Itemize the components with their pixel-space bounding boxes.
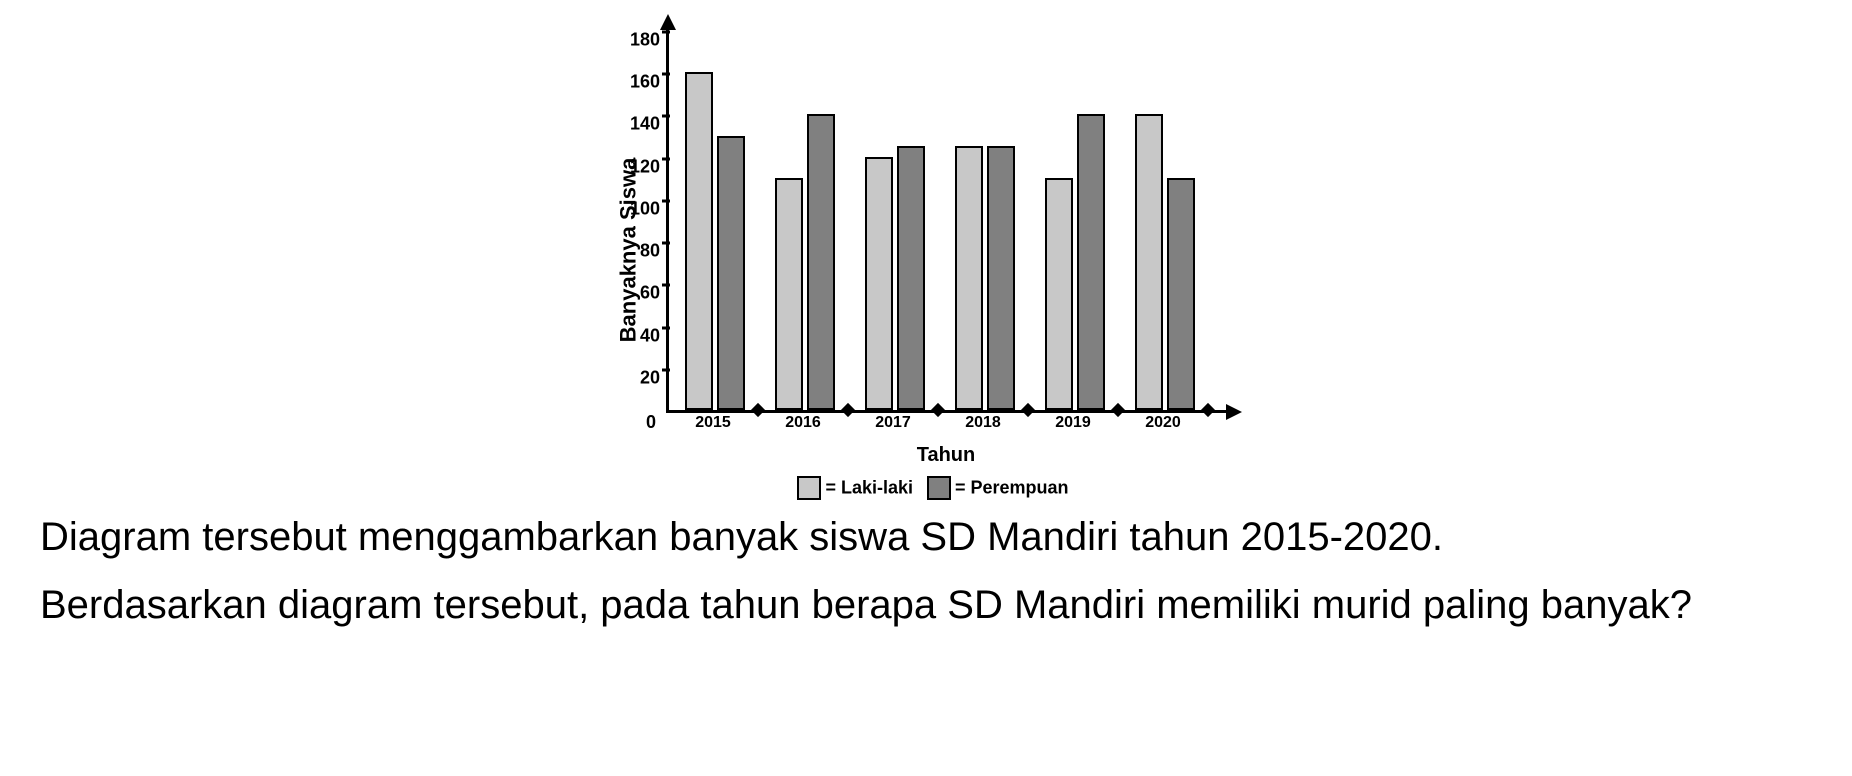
bar-male [865, 157, 893, 410]
y-tick-mark [662, 73, 670, 76]
y-ticks: 20 40 60 80 100 120 140 160 180 [616, 30, 666, 410]
y-tick-mark [662, 368, 670, 371]
x-labels: 2015 2016 2017 2018 2019 2020 [666, 414, 1226, 440]
y-axis-arrow-icon [660, 14, 676, 30]
bar-female [987, 146, 1015, 410]
bar-male [685, 72, 713, 410]
y-tick-label: 80 [640, 241, 660, 262]
bar-female [897, 146, 925, 410]
page-root: Banyaknya Siswa 20406080100120140160180 … [0, 0, 1852, 776]
bar-male [955, 146, 983, 410]
x-tick-label: 2020 [1128, 414, 1198, 432]
y-tick-label: 160 [630, 72, 660, 93]
y-tick-mark [662, 199, 670, 202]
bar-female [1167, 178, 1195, 410]
bars-container [669, 30, 1229, 410]
y-tick-label: 20 [640, 367, 660, 388]
question-line-2: Berdasarkan diagram tersebut, pada tahun… [40, 578, 1812, 632]
y-tick-label: 40 [640, 325, 660, 346]
legend-swatch [797, 476, 821, 500]
y-tick-mark [662, 326, 670, 329]
legend-label: = Perempuan [955, 478, 1069, 498]
x-tick-label: 2017 [858, 414, 928, 432]
student-chart: Banyaknya Siswa 20406080100120140160180 … [576, 20, 1276, 480]
y-tick-mark [662, 31, 670, 34]
question-line-1: Diagram tersebut menggambarkan banyak si… [40, 510, 1812, 564]
y-tick-mark [662, 242, 670, 245]
x-tick-label: 2015 [678, 414, 748, 432]
y-tick-label: 140 [630, 114, 660, 135]
bar-female [807, 114, 835, 410]
y-tick-label: 60 [640, 283, 660, 304]
y-tick-mark [662, 157, 670, 160]
legend-swatch [927, 476, 951, 500]
bar-male [1135, 114, 1163, 410]
y-tick-label: 180 [630, 30, 660, 51]
bar-male [1045, 178, 1073, 410]
y-tick-label: 100 [630, 198, 660, 219]
origin-label: 0 [646, 412, 656, 433]
legend: = Laki-laki = Perempuan [576, 476, 1276, 500]
x-tick-label: 2018 [948, 414, 1018, 432]
y-tick-mark [662, 284, 670, 287]
x-axis-title: Tahun [666, 444, 1226, 467]
bar-female [717, 136, 745, 410]
question-text: Diagram tersebut menggambarkan banyak si… [40, 510, 1812, 632]
legend-label: = Laki-laki [825, 478, 913, 498]
y-tick-label: 120 [630, 156, 660, 177]
x-axis-arrow-icon [1226, 404, 1242, 420]
x-tick-label: 2016 [768, 414, 838, 432]
y-tick-mark [662, 115, 670, 118]
bar-female [1077, 114, 1105, 410]
plot-area [666, 30, 1229, 413]
bar-male [775, 178, 803, 410]
x-tick-label: 2019 [1038, 414, 1108, 432]
